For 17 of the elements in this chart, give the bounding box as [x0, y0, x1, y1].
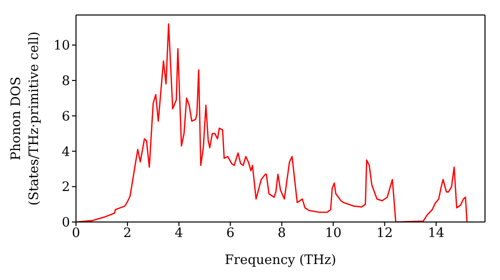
line-series	[76, 23, 468, 222]
y-tick-label: 6	[62, 109, 70, 124]
x-tick-label: 6	[226, 226, 234, 242]
x-tick-label: 10	[324, 226, 342, 242]
x-tick-label: 12	[376, 226, 393, 242]
x-tick-label: 2	[123, 226, 132, 242]
y-tick-label: 2	[62, 180, 70, 196]
x-tick-label: 0	[72, 226, 80, 242]
x-tick-label: 14	[428, 226, 444, 242]
y-tick-label: 0	[62, 216, 70, 231]
y-tick-label: 4	[62, 144, 70, 160]
x-tick-label: 4	[174, 226, 184, 242]
y-tick-label: 8	[62, 74, 70, 90]
y-axis-title: Phonon DOS (States/THz·primitive cell)	[9, 31, 42, 206]
y-tick-label: 10	[53, 38, 70, 54]
x-axis-title: Frequency (THz)	[224, 253, 336, 268]
x-tick-label: 8	[278, 226, 286, 242]
